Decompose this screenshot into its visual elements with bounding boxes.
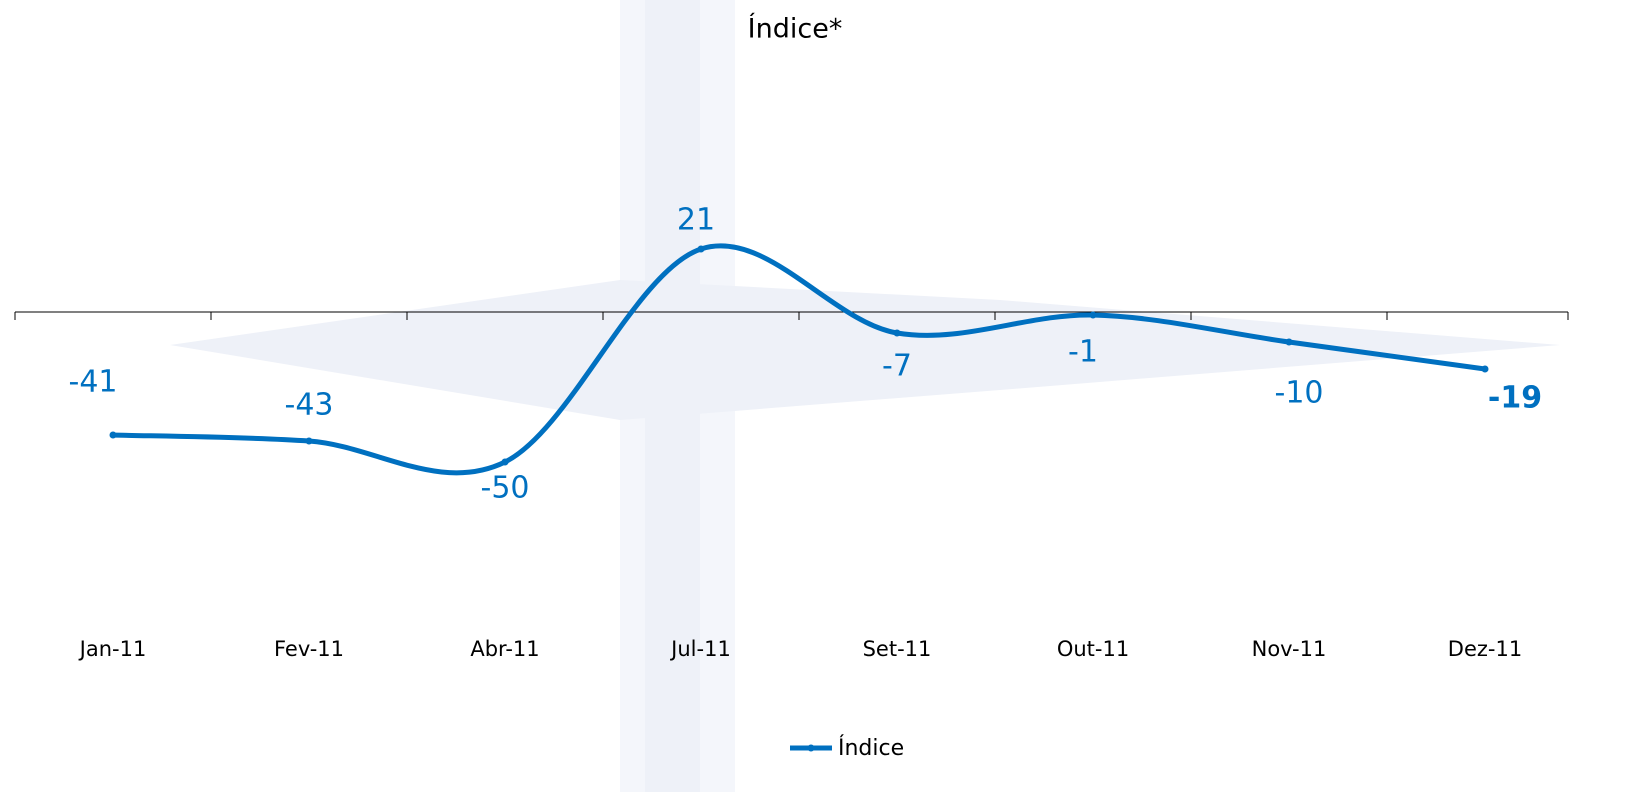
point bbox=[1481, 365, 1489, 373]
x-tick-label: Abr-11 bbox=[470, 637, 539, 661]
legend-label: Índice bbox=[838, 735, 904, 761]
x-tick-label: Nov-11 bbox=[1252, 637, 1327, 661]
data-label: -50 bbox=[481, 471, 530, 506]
x-tick-label: Fev-11 bbox=[274, 637, 344, 661]
data-label: -43 bbox=[285, 388, 334, 423]
point bbox=[697, 245, 705, 253]
point bbox=[893, 329, 901, 337]
data-label: 21 bbox=[677, 203, 715, 238]
chart-title: Índice* bbox=[748, 13, 843, 45]
point bbox=[1285, 338, 1293, 346]
watermark bbox=[170, 0, 1560, 792]
x-tick-label: Dez-11 bbox=[1448, 637, 1522, 661]
x-tick-label: Jul-11 bbox=[669, 637, 731, 661]
data-label: -41 bbox=[69, 365, 118, 400]
data-label: -19 bbox=[1488, 381, 1542, 416]
series-line bbox=[112, 243, 1486, 476]
data-label: -7 bbox=[882, 349, 912, 384]
x-tick-label: Set-11 bbox=[863, 637, 932, 661]
x-tick-label: Jan-11 bbox=[78, 637, 147, 661]
x-tick-label: Out-11 bbox=[1057, 637, 1129, 661]
point bbox=[501, 458, 509, 466]
point bbox=[109, 431, 117, 439]
data-label: -1 bbox=[1068, 335, 1098, 370]
legend-marker bbox=[807, 744, 815, 752]
point bbox=[1089, 311, 1097, 319]
data-label: -10 bbox=[1275, 376, 1324, 411]
point bbox=[305, 437, 313, 445]
